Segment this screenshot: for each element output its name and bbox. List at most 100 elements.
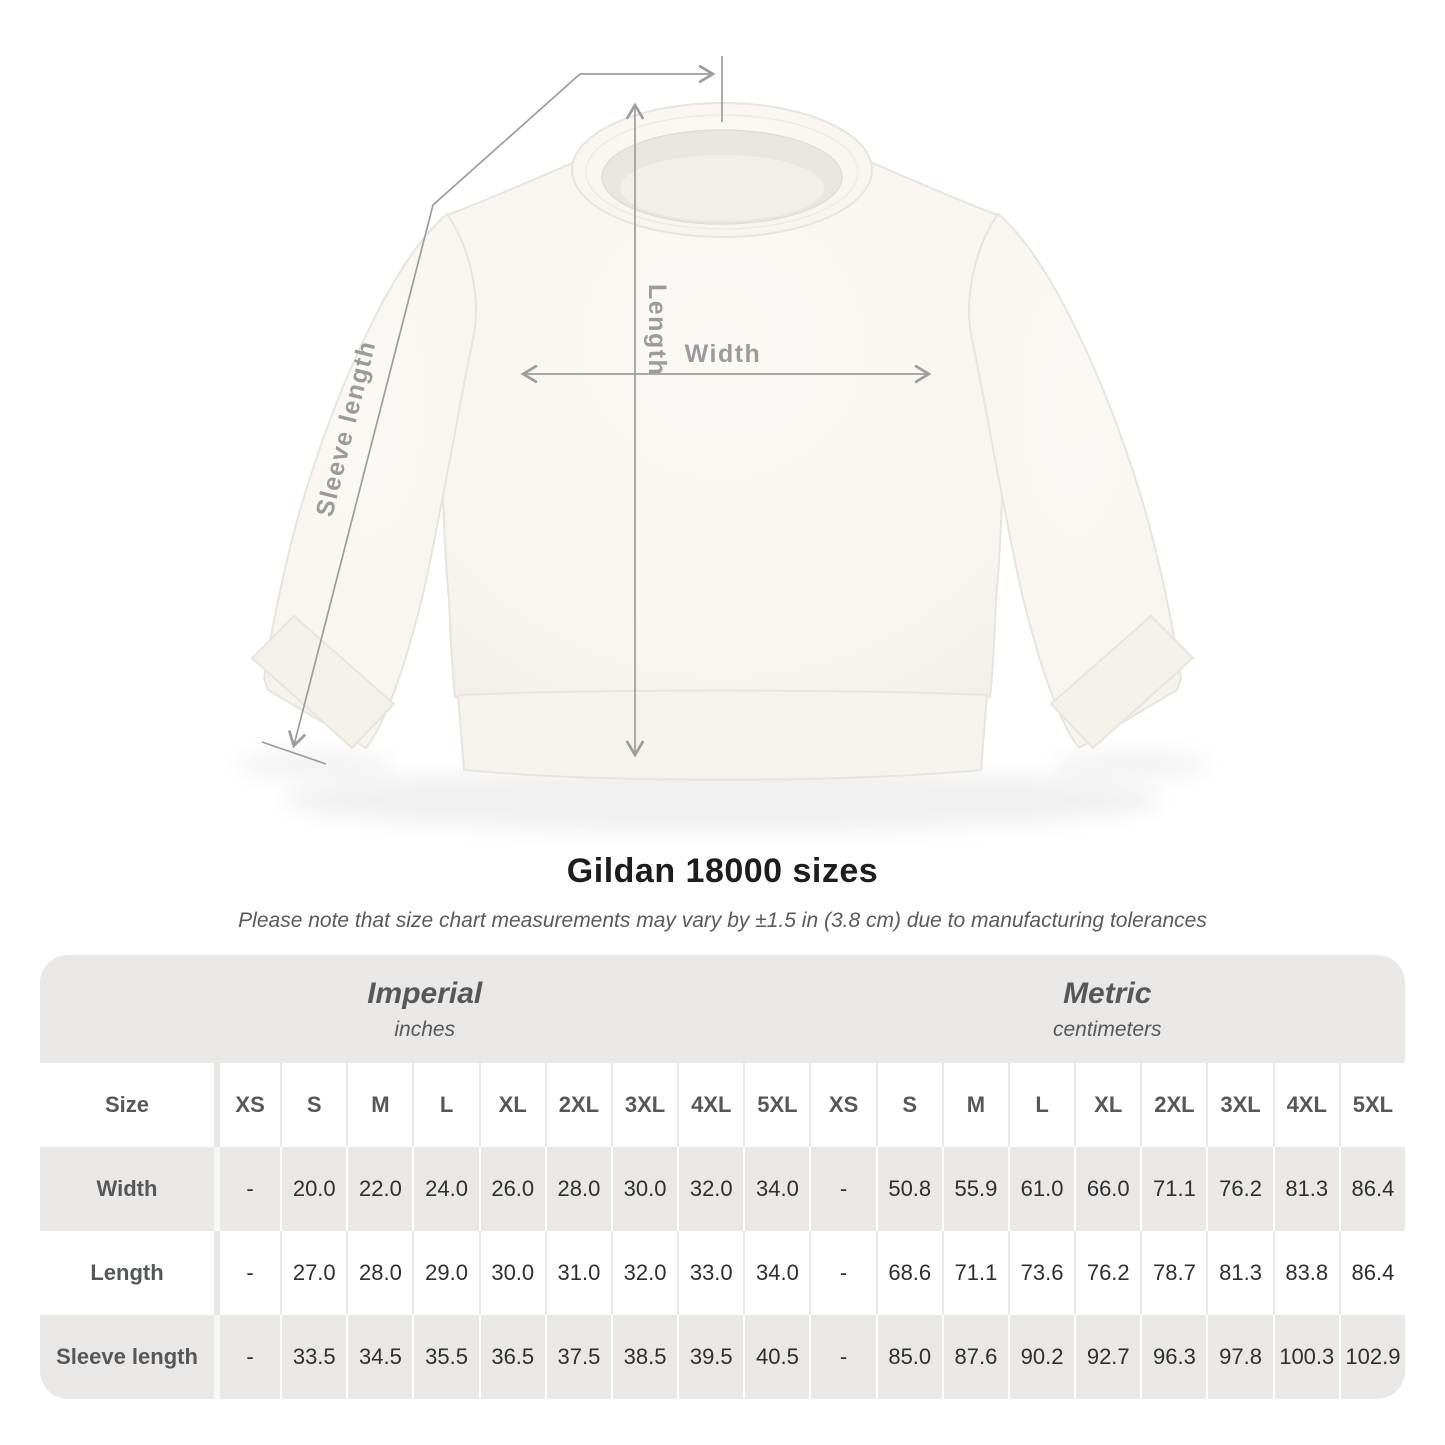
col-header-imperial-m: M xyxy=(346,1063,412,1147)
width-metric-value: 81.3 xyxy=(1272,1147,1339,1231)
sleeve-imperial-value: 39.5 xyxy=(677,1315,743,1399)
col-header-imperial-l: L xyxy=(412,1063,478,1147)
page-title: Gildan 18000 sizes xyxy=(566,852,879,890)
length-imperial-value: - xyxy=(214,1231,280,1315)
col-header-imperial-xl: XL xyxy=(478,1063,545,1147)
tolerance-note: Please note that size chart measurements… xyxy=(238,909,1207,932)
row-label-sleeve-length: Sleeve length xyxy=(56,1344,198,1369)
sleeve-imperial-value: 37.5 xyxy=(544,1315,611,1399)
table-header-row: Size XS S M L XL 2XL 3XL 4XL 5XL XS S M … xyxy=(40,1063,1405,1147)
metric-label: Metric xyxy=(1063,976,1152,1010)
col-header-imperial-4xl: 4XL xyxy=(677,1063,743,1147)
size-header-cell: Size xyxy=(104,1092,150,1117)
unit-group-band: Imperial inches Metric centimeters xyxy=(40,955,1405,1063)
length-metric-value: 83.8 xyxy=(1272,1231,1339,1315)
table-row-sleeve-length: Sleeve length - 33.5 34.5 35.5 36.5 37.5… xyxy=(40,1315,1405,1399)
sleeve-imperial-value: 40.5 xyxy=(743,1315,809,1399)
width-metric-value: 71.1 xyxy=(1140,1147,1206,1231)
garment-shadow xyxy=(235,751,1210,832)
sleeve-length-end-tick xyxy=(261,741,327,765)
row-label-length: Length xyxy=(90,1260,164,1285)
width-imperial-value: - xyxy=(214,1147,280,1231)
width-imperial-value: 26.0 xyxy=(478,1147,545,1231)
width-imperial-value: 20.0 xyxy=(280,1147,346,1231)
col-header-imperial-s: S xyxy=(280,1063,346,1147)
length-imperial-value: 27.0 xyxy=(280,1231,346,1315)
width-metric-value: 86.4 xyxy=(1338,1147,1405,1231)
col-header-metric-xs: XS xyxy=(809,1063,875,1147)
width-metric-value: 55.9 xyxy=(941,1147,1008,1231)
length-metric-value: 76.2 xyxy=(1074,1231,1140,1315)
sweatshirt-left-cuff xyxy=(250,614,396,750)
row-label-width: Width xyxy=(96,1176,158,1201)
col-header-imperial-2xl: 2XL xyxy=(544,1063,611,1147)
imperial-unit: inches xyxy=(394,1017,456,1041)
length-metric-value: 71.1 xyxy=(941,1231,1008,1315)
sweatshirt-waistband xyxy=(456,689,989,781)
sleeve-imperial-value: - xyxy=(214,1315,280,1399)
col-header-metric-xl: XL xyxy=(1074,1063,1140,1147)
col-header-metric-3xl: 3XL xyxy=(1206,1063,1272,1147)
col-header-metric-4xl: 4XL xyxy=(1272,1063,1339,1147)
table-row-length: Length - 27.0 28.0 29.0 30.0 31.0 32.0 3… xyxy=(40,1231,1405,1315)
sweatshirt-right-sleeve xyxy=(968,212,1183,750)
length-metric-value: - xyxy=(809,1231,875,1315)
width-imperial-value: 28.0 xyxy=(544,1147,611,1231)
width-label: Width xyxy=(685,340,762,368)
sweatshirt-left-sleeve xyxy=(262,212,477,750)
col-header-metric-m: M xyxy=(941,1063,1008,1147)
sleeve-metric-value: 87.6 xyxy=(941,1315,1008,1399)
length-imperial-value: 30.0 xyxy=(478,1231,545,1315)
sleeve-imperial-value: 35.5 xyxy=(412,1315,478,1399)
col-header-metric-l: L xyxy=(1007,1063,1074,1147)
table-row-width: Width - 20.0 22.0 24.0 26.0 28.0 30.0 32… xyxy=(40,1147,1405,1231)
width-imperial-value: 24.0 xyxy=(412,1147,478,1231)
sleeve-metric-value: 85.0 xyxy=(875,1315,942,1399)
length-imperial-value: 29.0 xyxy=(412,1231,478,1315)
col-header-metric-2xl: 2XL xyxy=(1140,1063,1206,1147)
length-metric-value: 78.7 xyxy=(1140,1231,1206,1315)
length-imperial-value: 28.0 xyxy=(346,1231,412,1315)
width-metric-value: 61.0 xyxy=(1007,1147,1074,1231)
width-metric-value: 66.0 xyxy=(1074,1147,1140,1231)
sleeve-imperial-value: 33.5 xyxy=(280,1315,346,1399)
length-imperial-value: 31.0 xyxy=(544,1231,611,1315)
width-metric-value: 50.8 xyxy=(875,1147,942,1231)
sleeve-metric-value: 92.7 xyxy=(1074,1315,1140,1399)
col-header-imperial-5xl: 5XL xyxy=(743,1063,809,1147)
width-imperial-value: 30.0 xyxy=(610,1147,677,1231)
length-imperial-value: 34.0 xyxy=(743,1231,809,1315)
caption-block: Gildan 18000 sizes Please note that size… xyxy=(0,852,1445,933)
length-metric-value: 73.6 xyxy=(1007,1231,1074,1315)
size-table: Imperial inches Metric centimeters Size … xyxy=(40,955,1405,1399)
imperial-label: Imperial xyxy=(367,976,483,1010)
length-metric-value: 86.4 xyxy=(1338,1231,1405,1315)
metric-unit: centimeters xyxy=(1052,1017,1162,1041)
width-imperial-value: 34.0 xyxy=(743,1147,809,1231)
product-figure: Length Width Sleeve length xyxy=(235,56,1210,832)
col-header-metric-s: S xyxy=(875,1063,942,1147)
length-label: Length xyxy=(643,284,671,376)
sweatshirt-collar xyxy=(571,102,873,238)
length-imperial-value: 33.0 xyxy=(677,1231,743,1315)
sleeve-metric-value: 96.3 xyxy=(1140,1315,1206,1399)
col-header-metric-5xl: 5XL xyxy=(1338,1063,1405,1147)
length-metric-value: 81.3 xyxy=(1206,1231,1272,1315)
metric-group-header: Metric centimeters xyxy=(810,955,1406,1063)
length-imperial-value: 32.0 xyxy=(610,1231,677,1315)
col-header-imperial-xs: XS xyxy=(214,1063,280,1147)
sleeve-imperial-value: 38.5 xyxy=(610,1315,677,1399)
sleeve-metric-value: 90.2 xyxy=(1007,1315,1074,1399)
width-metric-value: 76.2 xyxy=(1206,1147,1272,1231)
sleeve-metric-value: 100.3 xyxy=(1272,1315,1339,1399)
sleeve-metric-value: - xyxy=(809,1315,875,1399)
sleeve-imperial-value: 36.5 xyxy=(478,1315,545,1399)
sleeve-metric-value: 102.9 xyxy=(1338,1315,1405,1399)
length-metric-value: 68.6 xyxy=(875,1231,942,1315)
width-metric-value: - xyxy=(809,1147,875,1231)
sleeve-length-arrow xyxy=(288,73,581,749)
col-header-imperial-3xl: 3XL xyxy=(610,1063,677,1147)
sweatshirt-illustration: Length Width Sleeve length xyxy=(235,56,1210,832)
sleeve-imperial-value: 34.5 xyxy=(346,1315,412,1399)
